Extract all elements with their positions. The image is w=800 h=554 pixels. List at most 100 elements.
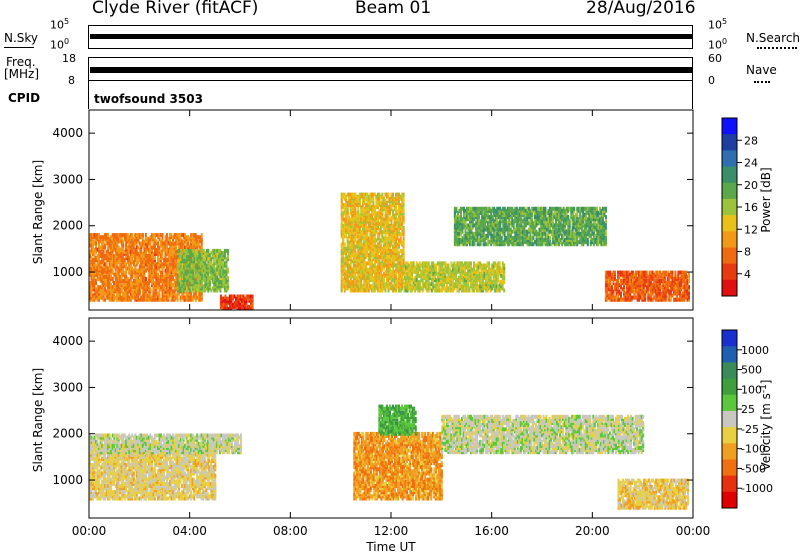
data-cell bbox=[98, 266, 101, 271]
data-cell bbox=[189, 276, 192, 280]
data-cell bbox=[113, 237, 116, 242]
data-cell bbox=[369, 278, 372, 283]
data-cell bbox=[195, 265, 198, 270]
data-cell bbox=[490, 208, 493, 213]
data-cell bbox=[178, 241, 181, 246]
data-cell bbox=[157, 247, 159, 252]
data-cell bbox=[364, 240, 367, 245]
data-cell bbox=[140, 272, 143, 277]
data-cell bbox=[488, 273, 491, 278]
data-cell bbox=[108, 287, 111, 292]
data-cell bbox=[457, 276, 460, 280]
data-cell bbox=[438, 261, 441, 266]
data-cell bbox=[131, 291, 134, 296]
data-cell bbox=[392, 203, 394, 208]
data-cell bbox=[217, 271, 220, 276]
data-cell bbox=[141, 283, 144, 288]
data-cell bbox=[381, 215, 384, 220]
data-cell bbox=[164, 283, 167, 288]
data-cell bbox=[119, 249, 122, 254]
data-cell bbox=[468, 278, 471, 283]
data-cell bbox=[458, 215, 461, 220]
data-cell bbox=[485, 269, 488, 274]
data-cell bbox=[198, 261, 201, 266]
data-cell bbox=[167, 266, 170, 271]
data-cell bbox=[238, 300, 240, 305]
data-cell bbox=[483, 263, 486, 268]
data-cell bbox=[166, 258, 168, 263]
data-cell bbox=[219, 269, 222, 274]
data-cell bbox=[459, 278, 462, 283]
data-cell bbox=[126, 247, 129, 252]
data-cell bbox=[488, 261, 491, 266]
data-cell bbox=[381, 265, 384, 270]
data-cell bbox=[467, 288, 469, 293]
data-cell bbox=[92, 262, 94, 267]
data-cell bbox=[98, 235, 101, 240]
data-cell bbox=[116, 254, 119, 258]
data-cell bbox=[187, 297, 190, 302]
data-cell bbox=[426, 273, 429, 278]
data-cell bbox=[105, 270, 108, 275]
data-cell bbox=[197, 297, 200, 302]
data-cell bbox=[358, 226, 361, 230]
data-cell bbox=[378, 215, 381, 220]
data-cell bbox=[138, 283, 141, 288]
data-cell bbox=[123, 270, 126, 275]
data-cell bbox=[143, 291, 146, 296]
data-cell bbox=[101, 245, 104, 250]
data-cell bbox=[357, 261, 360, 266]
data-cell bbox=[104, 233, 107, 238]
data-cell bbox=[164, 254, 167, 258]
data-cell bbox=[379, 203, 382, 208]
data-cell bbox=[190, 261, 193, 266]
data-cell bbox=[169, 243, 171, 248]
data-cell bbox=[386, 284, 388, 289]
data-cell bbox=[114, 237, 117, 242]
data-cell bbox=[342, 232, 345, 237]
data-cell bbox=[104, 279, 107, 283]
data-cell bbox=[473, 231, 476, 236]
data-cell bbox=[138, 268, 141, 273]
data-cell bbox=[175, 256, 178, 261]
data-cell bbox=[351, 242, 354, 247]
data-cell bbox=[366, 244, 369, 249]
data-cell bbox=[370, 284, 373, 289]
data-cell bbox=[369, 215, 372, 220]
data-cell bbox=[345, 246, 348, 251]
data-cell bbox=[402, 219, 405, 224]
data-cell bbox=[187, 235, 190, 240]
data-cell bbox=[150, 237, 153, 242]
data-cell bbox=[251, 298, 254, 303]
data-cell bbox=[401, 265, 404, 270]
data-cell bbox=[152, 297, 155, 302]
data-cell bbox=[169, 251, 171, 256]
data-cell bbox=[352, 196, 355, 201]
data-cell bbox=[387, 273, 390, 278]
data-cell bbox=[484, 227, 487, 232]
data-cell bbox=[393, 236, 396, 241]
data-cell bbox=[199, 265, 202, 270]
data-cell bbox=[193, 288, 196, 293]
data-cell bbox=[448, 269, 451, 274]
data-cell bbox=[462, 278, 465, 283]
data-cell bbox=[485, 280, 488, 285]
data-cell bbox=[361, 263, 364, 268]
data-cell bbox=[349, 255, 352, 260]
data-cell bbox=[349, 259, 352, 264]
data-cell bbox=[358, 265, 361, 270]
data-cell bbox=[141, 279, 144, 283]
data-cell bbox=[477, 286, 480, 291]
data-cell bbox=[405, 265, 408, 270]
data-cell bbox=[461, 263, 463, 268]
data-cell bbox=[195, 284, 198, 289]
data-cell bbox=[173, 241, 176, 246]
data-cell bbox=[155, 281, 158, 286]
data-cell bbox=[432, 278, 435, 283]
freq-unit-label: [MHz] bbox=[4, 67, 40, 81]
data-cell bbox=[494, 288, 497, 293]
data-cell bbox=[461, 227, 464, 232]
data-cell bbox=[484, 242, 487, 247]
data-cell bbox=[501, 261, 504, 266]
data-cell bbox=[514, 219, 517, 224]
